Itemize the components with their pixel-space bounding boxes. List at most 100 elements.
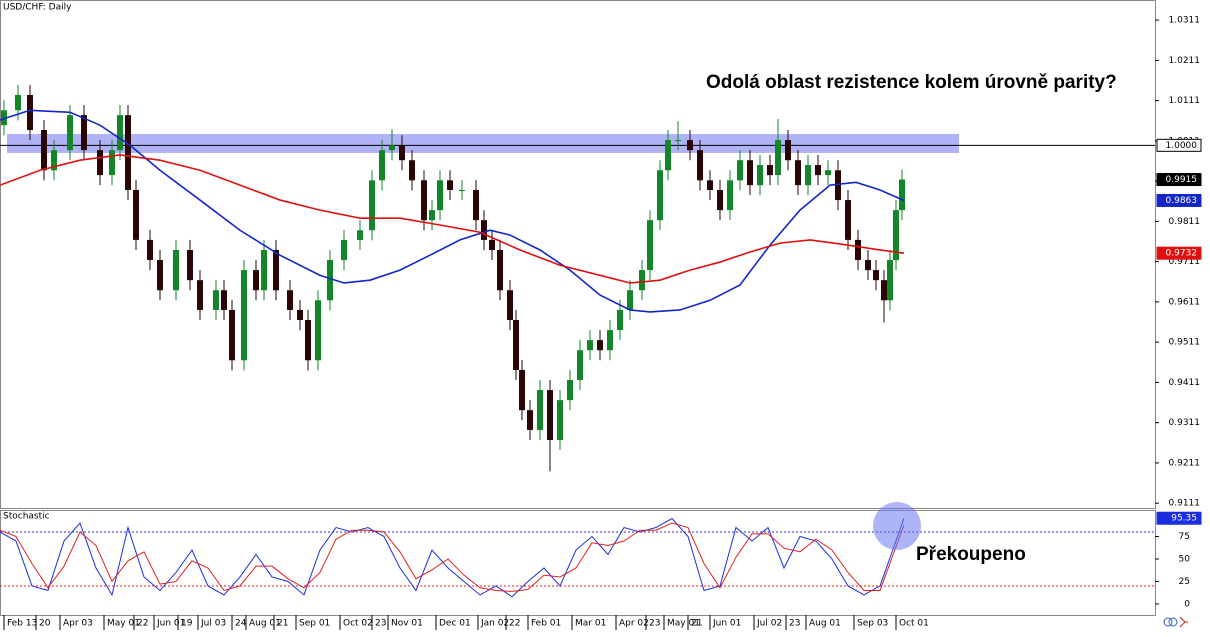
- stoch-title: Stochastic: [3, 512, 50, 522]
- x-tick-label: Jul 02: [756, 619, 782, 629]
- candle-body: [507, 290, 513, 321]
- x-tick-label: Apr 03: [63, 619, 93, 629]
- candle-body: [795, 160, 801, 186]
- x-tick-label: 22: [137, 619, 148, 629]
- price-label: 0.9732: [1166, 249, 1198, 259]
- candle-body: [835, 170, 841, 201]
- moving-average: [0, 109, 905, 313]
- candle-body: [197, 280, 203, 310]
- stoch-pane: [0, 510, 1156, 616]
- candle-body: [421, 180, 427, 221]
- x-tick-label: 19: [181, 619, 193, 629]
- candle-body: [737, 160, 743, 181]
- candle-body: [147, 239, 153, 261]
- y-tick-label: 50: [1179, 554, 1191, 564]
- x-tick-label: Feb 01: [531, 619, 561, 629]
- candle-body: [547, 390, 553, 440]
- x-tick-label: 22: [509, 619, 520, 629]
- candle-body: [513, 320, 519, 370]
- x-tick-label: Dec 01: [439, 619, 471, 629]
- price-title: USD/CHF: Daily: [3, 3, 72, 13]
- candle-body: [379, 150, 385, 181]
- candle-body: [125, 115, 131, 190]
- candle-body: [675, 140, 681, 142]
- price-label-box: [1156, 173, 1202, 187]
- x-tick-label: Mar 01: [575, 619, 606, 629]
- price-pane: [0, 0, 1156, 509]
- x-tick-label: 21: [691, 619, 702, 629]
- x-tick-label: May 01: [667, 619, 700, 629]
- x-tick-label: Aug 01: [249, 619, 281, 629]
- candle-body: [607, 330, 613, 351]
- candle-body: [707, 180, 713, 190]
- y-tick-label: 0.9111: [1169, 499, 1201, 509]
- candle-body: [213, 290, 219, 310]
- candle-body: [305, 320, 311, 361]
- y-tick-label: 0.9411: [1169, 378, 1201, 388]
- candle-body: [187, 249, 193, 281]
- candle-body: [261, 249, 267, 291]
- y-tick-label: 0.9211: [1169, 458, 1201, 468]
- candle-body: [157, 260, 163, 291]
- price-label-box: [1156, 193, 1202, 207]
- candle-body: [97, 150, 103, 176]
- hline-label: 1.0000: [1166, 141, 1198, 151]
- x-tick-label: 20: [39, 619, 51, 629]
- candle-body: [27, 94, 33, 131]
- y-tick-label: 0.9511: [1169, 338, 1201, 348]
- candle-body: [893, 210, 899, 261]
- y-tick-label: 1.0111: [1169, 96, 1201, 106]
- candle-body: [341, 239, 347, 261]
- candle-body: [845, 200, 851, 240]
- candle-body: [577, 350, 583, 380]
- candle-body: [447, 180, 453, 190]
- candle-body: [597, 340, 603, 351]
- y-tick-label: 1.0311: [1169, 16, 1201, 26]
- stochastic-line: [0, 522, 905, 592]
- candle-body: [665, 140, 671, 171]
- candle-body: [697, 150, 703, 181]
- candle-body: [327, 260, 333, 301]
- candle-body: [647, 220, 653, 271]
- candle-body: [473, 189, 479, 221]
- x-tick-label: 21: [277, 619, 288, 629]
- candle-body: [805, 165, 811, 186]
- x-tick-label: Jan 02: [480, 619, 509, 629]
- candle-body: [865, 260, 871, 271]
- candle-body: [727, 180, 733, 211]
- candle-body: [639, 270, 645, 291]
- x-tick-label: Oct 01: [899, 619, 929, 629]
- candle-body: [437, 180, 443, 211]
- x-tick-label: Nov 01: [391, 619, 423, 629]
- candle-body: [41, 130, 47, 171]
- overbought-annotation: Překoupeno: [916, 544, 1026, 565]
- candle-body: [15, 94, 21, 111]
- x-tick-label: Oct 02: [343, 619, 373, 629]
- x-tick-label: 23: [375, 619, 386, 629]
- candle-body: [899, 179, 905, 211]
- candle-body: [369, 180, 375, 231]
- candle-body: [657, 170, 663, 221]
- x-tick-label: 24: [235, 619, 247, 629]
- candle-body: [527, 410, 533, 430]
- candle-body: [687, 140, 693, 151]
- price-label: 0.9863: [1166, 196, 1198, 206]
- candle-body: [887, 260, 893, 301]
- candle-body: [881, 280, 887, 301]
- resistance-annotation: Odolá oblast rezistence kolem úrovně par…: [706, 72, 1117, 93]
- candle-body: [51, 150, 57, 171]
- candle-body: [1, 110, 7, 126]
- candle-body: [81, 115, 87, 151]
- candle-body: [825, 170, 831, 176]
- x-tick-label: Sep 01: [299, 619, 330, 629]
- y-tick-label: 0.9811: [1169, 217, 1201, 227]
- candle-body: [519, 369, 525, 411]
- corner-icons[interactable]: [1163, 616, 1188, 628]
- y-tick-label: 75: [1179, 532, 1190, 542]
- candle-body: [747, 160, 753, 186]
- candle-body: [587, 340, 593, 351]
- candle-body: [409, 160, 415, 181]
- candle-body: [67, 115, 73, 151]
- candle-body: [557, 400, 563, 440]
